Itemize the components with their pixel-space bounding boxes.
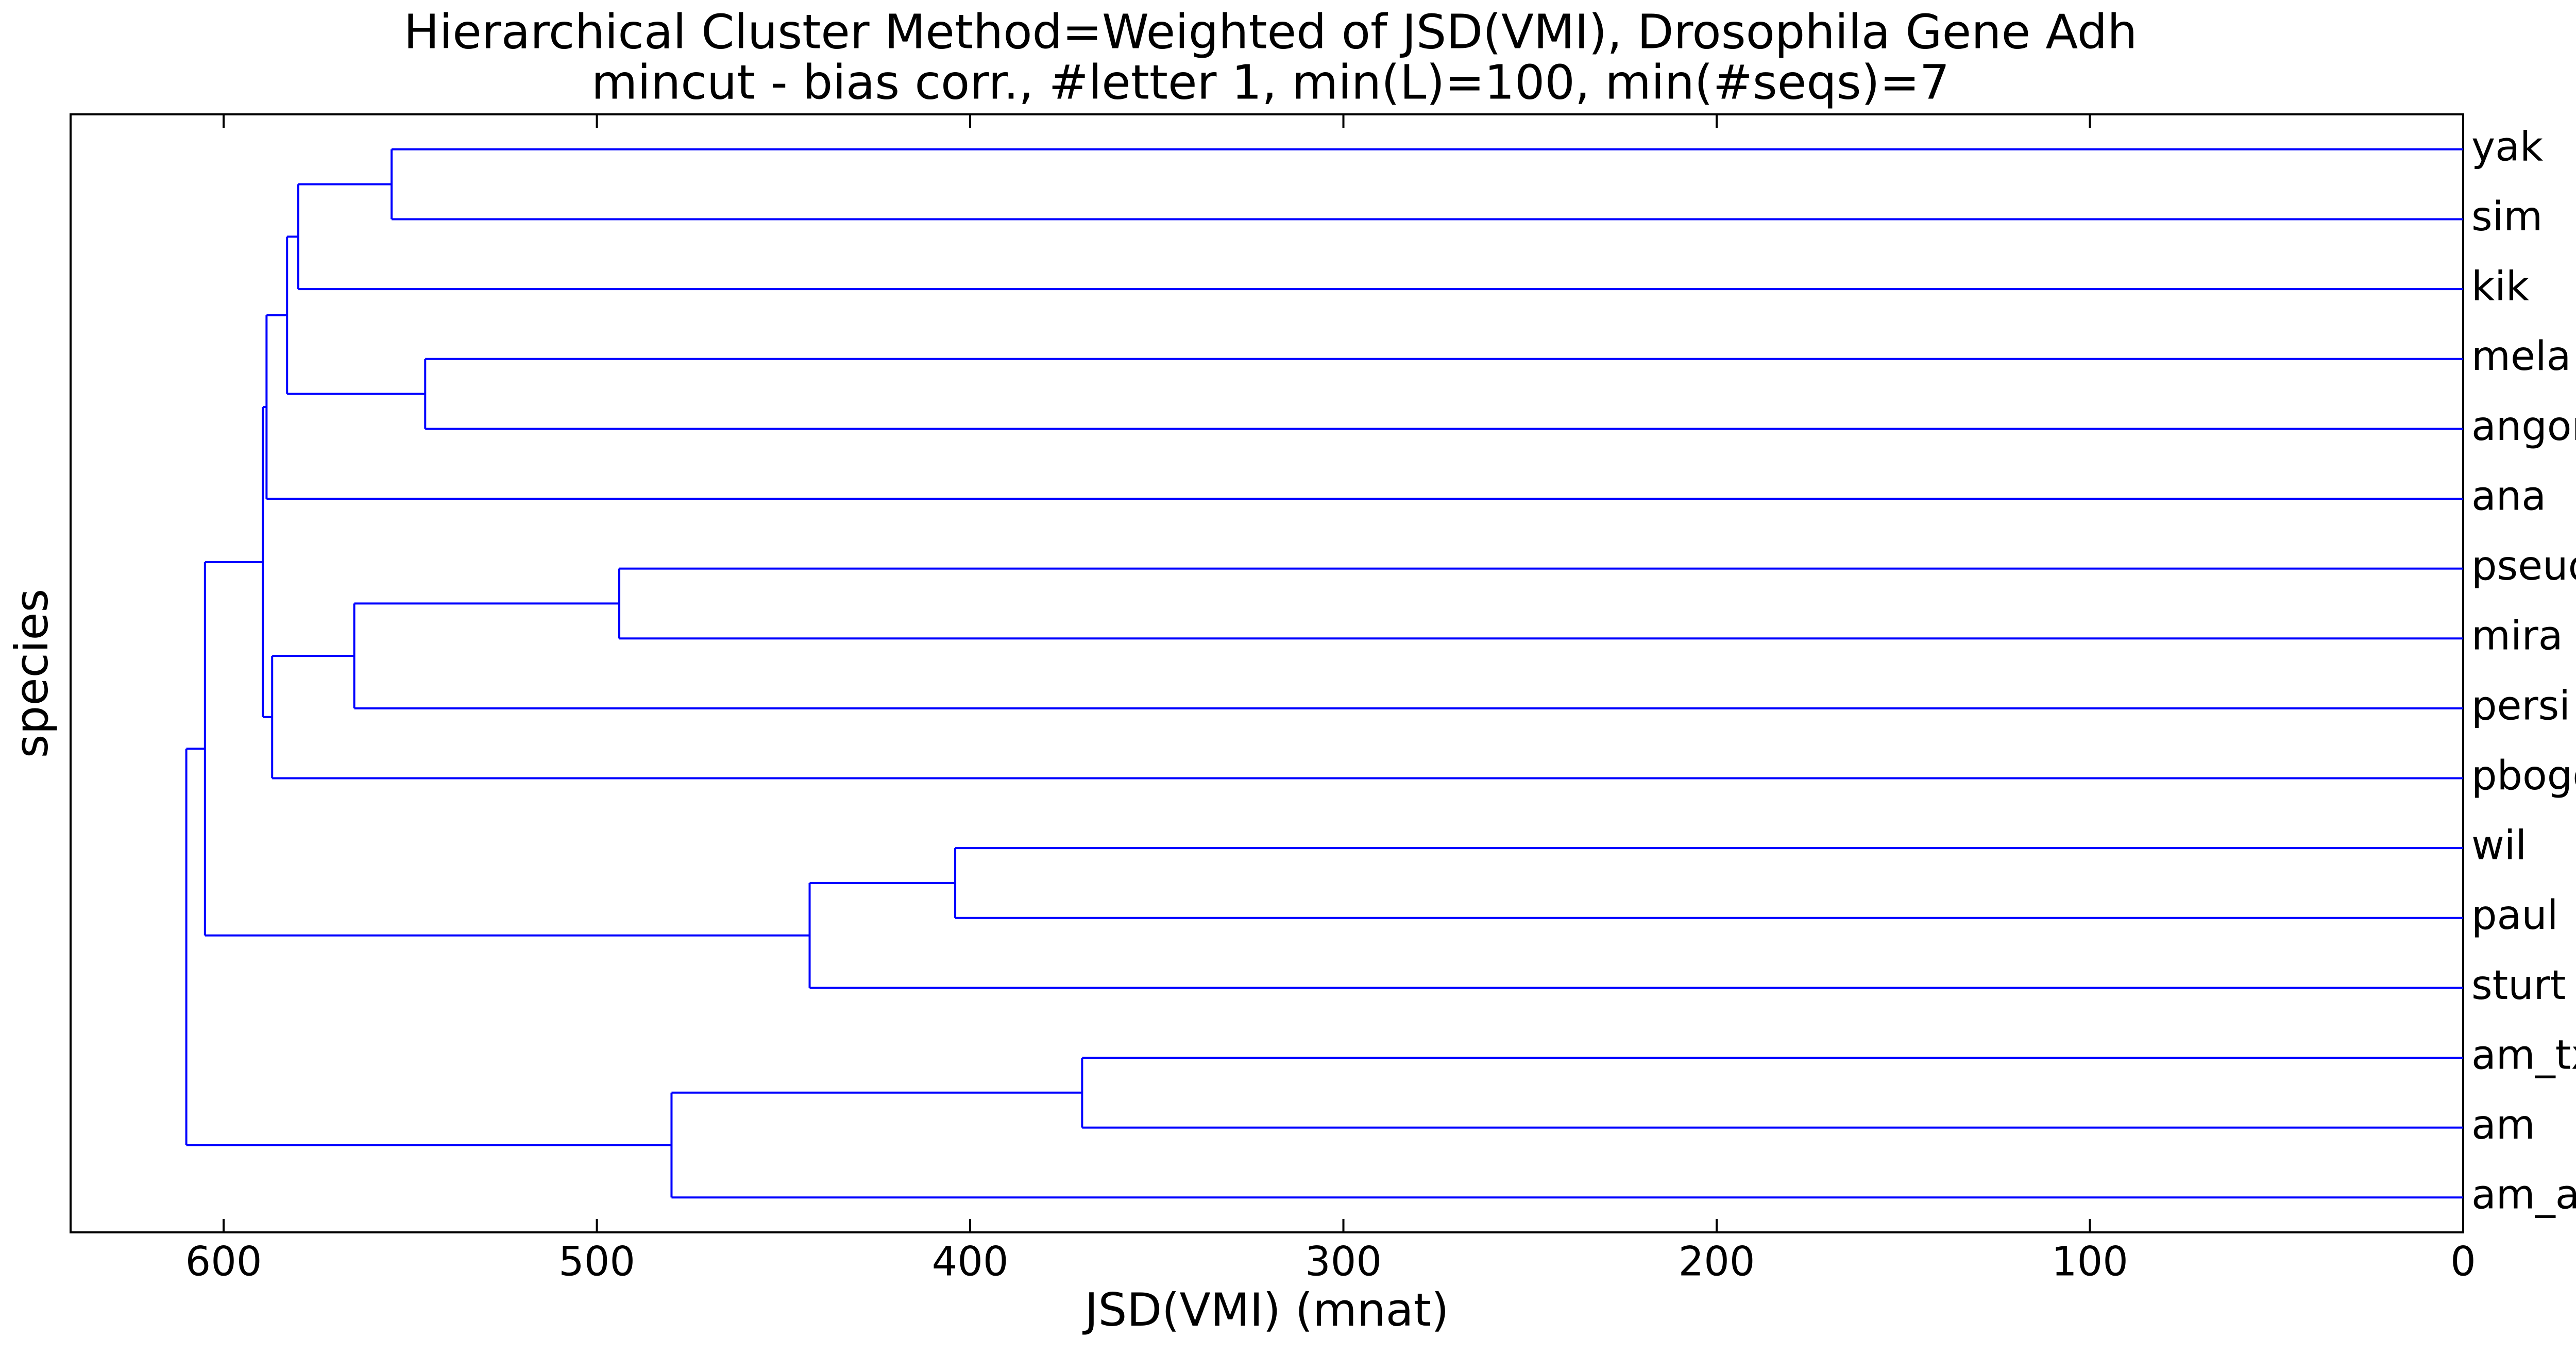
leaf-label: yak [2471,124,2543,170]
x-tick-label: 200 [1679,1239,1755,1285]
leaf-label: persi [2471,683,2570,729]
leaf-label: pseud [2471,543,2576,589]
x-tick-label: 300 [1305,1239,1382,1285]
x-tick-label: 100 [2052,1239,2128,1285]
x-tick-label: 0 [2450,1239,2476,1285]
x-tick-label: 400 [932,1239,1009,1285]
leaf-label: am [2471,1102,2535,1148]
leaf-label: sim [2471,194,2543,240]
x-tick-label: 600 [185,1239,262,1285]
leaf-label: pbogo [2471,753,2576,799]
chart-subtitle: mincut - bias corr., #letter 1, min(L)=1… [591,55,1950,110]
leaf-label: sturt [2471,962,2566,1009]
x-axis-label: JSD(VMI) (mnat) [1082,1283,1449,1336]
y-axis-label: species [5,589,58,758]
plot-frame [70,113,2464,1233]
chart-title: Hierarchical Cluster Method=Weighted of … [404,4,2138,59]
leaf-label: wil [2471,823,2527,869]
leaf-label: mira [2471,613,2563,659]
leaf-label: kik [2471,264,2529,310]
leaf-label: paul [2471,892,2558,939]
leaf-label: am_tx [2471,1032,2576,1078]
leaf-label: ana [2471,473,2546,519]
x-tick-label: 500 [558,1239,635,1285]
leaf-label: mela [2471,333,2571,380]
leaf-label: angor [2471,403,2576,450]
leaf-label: am_am [2471,1172,2576,1218]
